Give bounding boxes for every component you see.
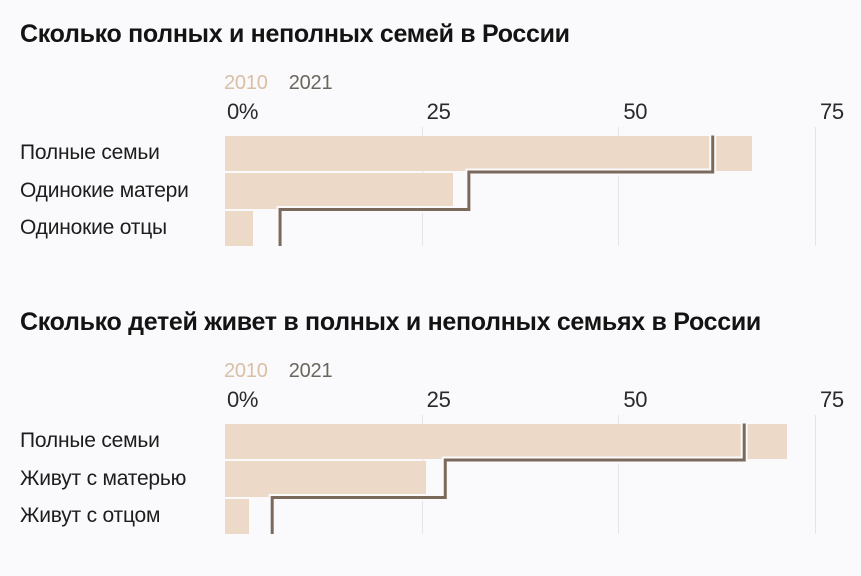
legend-item-2021: 2021 xyxy=(288,72,333,94)
chart-section-children: Сколько детей живет в полных и неполных … xyxy=(0,288,861,576)
x-tick-label: 50 xyxy=(623,99,648,124)
gridline xyxy=(815,415,816,534)
x-tick-label: 25 xyxy=(426,387,451,412)
x-tick-label: 75 xyxy=(820,99,844,124)
bar-2010-0 xyxy=(225,423,788,459)
infographic-page: Сколько полных и неполных семей в России… xyxy=(20,20,844,534)
chart-title-children: Сколько детей живет в полных и неполных … xyxy=(20,308,761,336)
chart-section-families: Сколько полных и неполных семей в России… xyxy=(20,20,844,246)
bar-2010-2 xyxy=(225,498,249,534)
bar-2010-0 xyxy=(225,135,753,171)
x-tick-label: 0% xyxy=(227,99,259,124)
category-label: Живут с матерью xyxy=(20,466,187,490)
x-tick-label: 0% xyxy=(227,387,259,412)
x-tick-label: 50 xyxy=(623,387,648,412)
bar-2010-1 xyxy=(225,461,426,497)
category-label: Одинокие отцы xyxy=(20,216,167,240)
legend-item-2021: 2021 xyxy=(288,360,333,382)
plot-area-families: 0% 25 50 75 Полные семьи Одинокие матери Одино… xyxy=(20,99,844,246)
legend-item-2010: 2010 xyxy=(224,360,268,382)
category-label: Полные семьи xyxy=(20,429,160,453)
bar-2010-1 xyxy=(225,173,454,209)
chart-title-families: Сколько полных и неполных семей в России xyxy=(20,20,570,48)
bar-2010-2 xyxy=(225,210,253,246)
category-label: Живут с отцом xyxy=(20,504,161,528)
plot-area-children: 0% 25 50 75 Полные семьи Живут с матерью Живут… xyxy=(0,288,861,576)
category-label: Одинокие матери xyxy=(20,178,189,202)
category-label: Полные семьи xyxy=(20,141,160,165)
x-tick-label: 75 xyxy=(820,387,844,412)
chart-legend: 2010 2021 xyxy=(224,360,333,383)
chart-legend: 2010 2021 xyxy=(224,72,333,95)
x-tick-label: 25 xyxy=(426,99,451,124)
legend-item-2010: 2010 xyxy=(224,72,268,94)
gridline xyxy=(815,127,816,246)
